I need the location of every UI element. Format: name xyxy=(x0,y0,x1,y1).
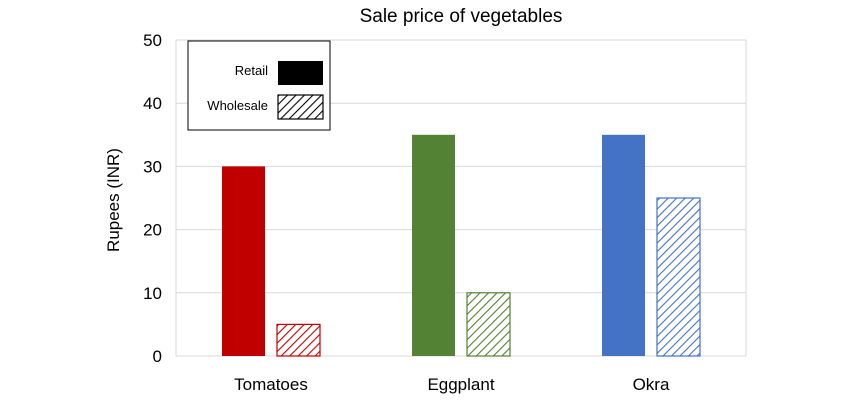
y-tick-label: 50 xyxy=(143,31,162,50)
plot-area: 0 10 20 30 40 50 Tomatoes Eggplant Okra xyxy=(143,31,747,394)
y-tick-label: 10 xyxy=(143,284,162,303)
y-axis-label: Rupees (INR) xyxy=(104,148,123,252)
legend: Retail Wholesale xyxy=(187,40,331,131)
bar-retail-tomatoes xyxy=(222,166,265,356)
y-tick-label: 0 xyxy=(153,347,162,366)
bar-retail-eggplant xyxy=(412,134,455,356)
legend-label-retail: Retail xyxy=(235,63,268,78)
y-tick-label: 20 xyxy=(143,221,162,240)
bar-wholesale-tomatoes xyxy=(276,323,321,357)
bar-retail-okra xyxy=(602,134,645,356)
legend-swatch-wholesale xyxy=(277,94,324,120)
x-tick-label-okra: Okra xyxy=(633,375,670,394)
bar-wholesale-eggplant xyxy=(466,292,511,357)
legend-swatch-retail xyxy=(278,61,323,85)
y-tick-label: 40 xyxy=(143,94,162,113)
chart-title: Sale price of vegetables xyxy=(360,6,563,27)
y-tick-label: 30 xyxy=(143,157,162,176)
bar-wholesale-okra xyxy=(656,197,701,357)
x-tick-label-eggplant: Eggplant xyxy=(427,375,494,394)
x-tick-label-tomatoes: Tomatoes xyxy=(234,375,308,394)
legend-label-wholesale: Wholesale xyxy=(207,98,268,113)
